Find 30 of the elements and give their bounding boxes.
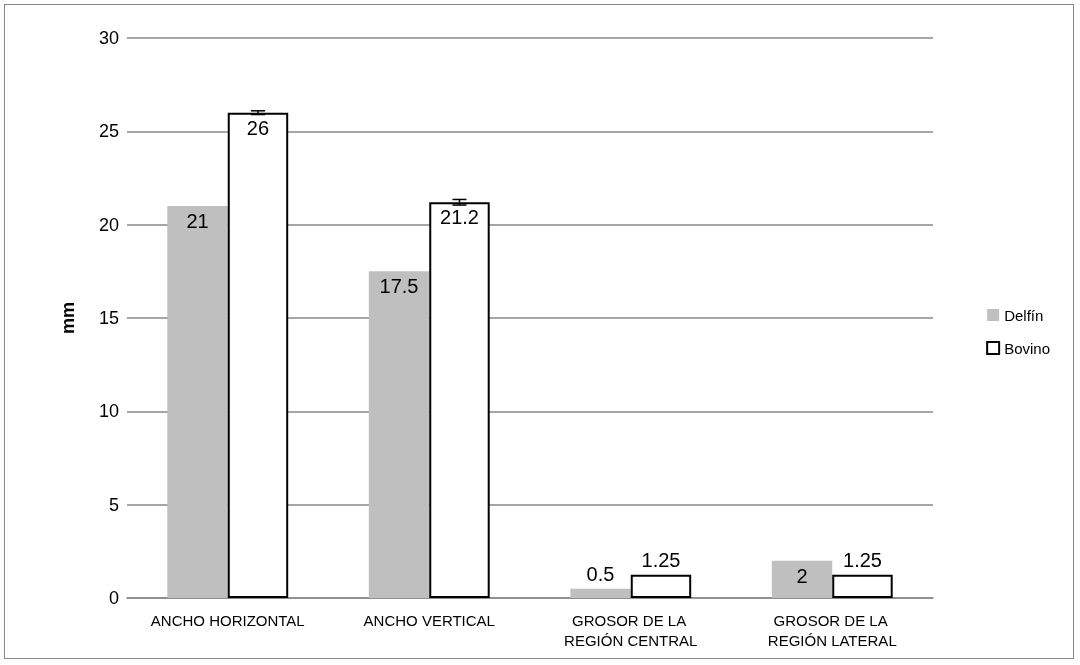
y-tick-label: 20 <box>98 214 119 235</box>
data-label: 1.25 <box>641 548 681 571</box>
legend-label: Bovino <box>1004 339 1051 357</box>
y-tick-label: 0 <box>108 588 119 608</box>
y-tick-label: 5 <box>108 494 119 515</box>
x-tick-label: ANCHO HORIZONTAL <box>150 611 305 629</box>
data-label: 26 <box>246 116 270 139</box>
bar <box>832 574 893 598</box>
y-tick-label: 15 <box>98 308 119 328</box>
y-tick-label: 30 <box>98 28 119 48</box>
x-tick-label: ANCHO VERTICAL <box>363 611 495 629</box>
data-label: 1.25 <box>843 548 882 571</box>
x-tick-label: GROSOR DE LA REGIÓN CENTRAL <box>564 611 698 649</box>
y-tick-label: 10 <box>98 401 119 422</box>
y-tick-label: 25 <box>98 121 119 142</box>
data-label: 2 <box>796 564 808 587</box>
data-label: 21 <box>186 210 209 232</box>
data-label: 17.5 <box>379 275 419 298</box>
bar <box>429 202 490 598</box>
legend-label: Delfín <box>1004 306 1044 324</box>
y-axis-title: mm <box>58 301 78 335</box>
bar <box>227 112 289 598</box>
bar <box>570 588 631 598</box>
bar <box>368 271 430 598</box>
bar <box>630 574 692 598</box>
data-label: 0.5 <box>586 562 615 585</box>
bar <box>771 560 833 598</box>
x-tick-label: GROSOR DE LA REGIÓN LATERAL <box>767 611 897 649</box>
data-label: 21.2 <box>440 206 479 229</box>
bar <box>167 206 228 598</box>
